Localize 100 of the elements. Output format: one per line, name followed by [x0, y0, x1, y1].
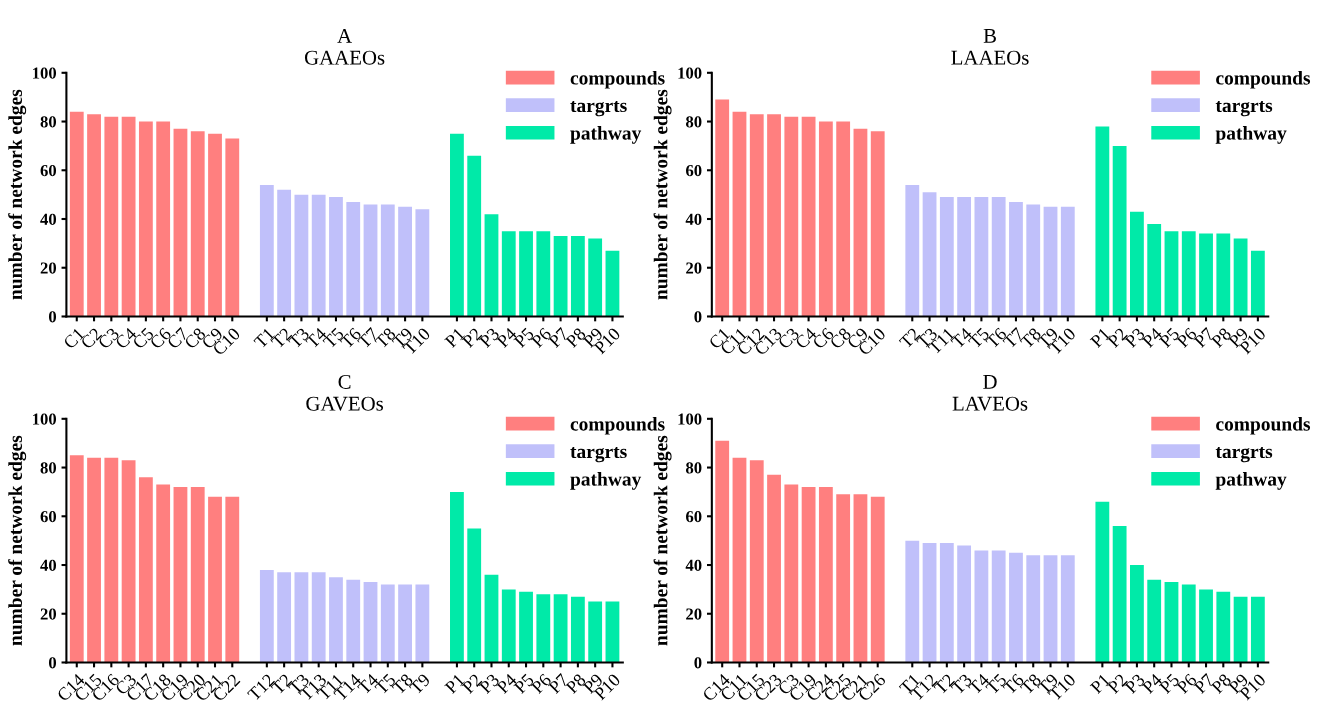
bar [484, 214, 499, 317]
y-tick-label: 100 [33, 67, 57, 79]
bar [121, 116, 136, 317]
bar [570, 236, 585, 317]
bar [553, 594, 568, 663]
bar [1250, 596, 1265, 663]
bar [173, 487, 188, 663]
bar [311, 572, 326, 663]
bar [818, 487, 833, 663]
bar [939, 197, 954, 317]
y-tick-label: 20 [40, 608, 57, 620]
bar [570, 596, 585, 663]
y-tick-label: 0 [694, 311, 702, 323]
bar [939, 543, 954, 663]
bar [121, 460, 136, 663]
bar [749, 460, 764, 663]
bar [190, 487, 205, 663]
bar [501, 589, 516, 663]
bar [87, 457, 101, 663]
bar [1060, 206, 1075, 317]
bar [1164, 582, 1179, 663]
bar [311, 194, 326, 317]
bar [1026, 204, 1041, 317]
bar [380, 584, 395, 663]
bar [173, 128, 188, 317]
y-tick-label: 20 [686, 262, 702, 274]
bar [836, 494, 851, 663]
y-tick-label: 80 [40, 116, 57, 128]
chart-title: D LAVEOs [952, 375, 1028, 411]
y-tick-label: 40 [685, 559, 702, 571]
bar [277, 572, 292, 663]
y-tick-label: 100 [678, 413, 702, 425]
bar [1130, 211, 1144, 317]
y-tick-label: 80 [40, 462, 57, 474]
bar [1250, 250, 1265, 317]
bar [588, 238, 603, 317]
bar [870, 496, 885, 663]
bar [1060, 555, 1075, 663]
y-tick-label: 100 [678, 67, 702, 79]
y-tick-label: 20 [40, 262, 57, 274]
bar [1043, 206, 1058, 317]
bar [104, 457, 119, 663]
legend-label: targrts [570, 446, 627, 463]
legend-label: targrts [1215, 100, 1273, 117]
y-tick-label: 80 [686, 116, 702, 128]
bar [1233, 596, 1248, 663]
bar [156, 121, 171, 317]
bar [991, 197, 1006, 317]
bar [346, 201, 361, 317]
bar [1199, 233, 1213, 317]
bar [225, 138, 240, 317]
bar [605, 601, 620, 663]
y-tick-label: 40 [685, 213, 702, 225]
bar [467, 155, 482, 317]
bar [259, 184, 274, 317]
bar [922, 543, 937, 663]
bar [363, 204, 378, 317]
chart-title: B LAAEOs [951, 29, 1029, 65]
bar [415, 584, 430, 663]
bar [329, 577, 343, 663]
bar [801, 116, 816, 317]
legend-label: compounds [570, 70, 665, 89]
bar [1095, 501, 1110, 663]
bar [69, 111, 84, 317]
legend-label: pathway [1215, 126, 1287, 144]
bar [1112, 145, 1127, 317]
bar [1199, 589, 1213, 663]
legend-label: compounds [570, 416, 665, 435]
bar [991, 550, 1006, 663]
legend-label: targrts [1215, 446, 1273, 463]
legend-label: pathway [570, 472, 642, 490]
bar [957, 197, 972, 317]
bar [784, 116, 799, 317]
bar [501, 231, 516, 317]
bar [415, 209, 430, 317]
bar [519, 591, 533, 663]
bar [225, 496, 240, 663]
bar [450, 133, 464, 317]
y-tick-label: 60 [686, 510, 702, 523]
legend-label: compounds [1216, 416, 1311, 435]
bar [104, 116, 119, 317]
bar [1043, 555, 1058, 663]
y-tick-label: 60 [40, 510, 57, 523]
bar [836, 121, 851, 317]
bar [974, 197, 989, 317]
bar [905, 184, 920, 317]
bar [138, 121, 153, 317]
y-tick-label: 60 [686, 164, 702, 177]
bar [974, 550, 989, 663]
bar [363, 582, 378, 663]
bar [749, 114, 764, 317]
bar [1147, 579, 1162, 663]
bar [329, 197, 343, 317]
legend-label: targrts [570, 100, 627, 117]
bar [450, 491, 464, 663]
legend-label: compounds [1216, 70, 1311, 89]
chart-title: A GAAEOs [304, 28, 385, 65]
bar [853, 494, 868, 663]
bar [380, 204, 395, 317]
bar [1164, 231, 1179, 317]
